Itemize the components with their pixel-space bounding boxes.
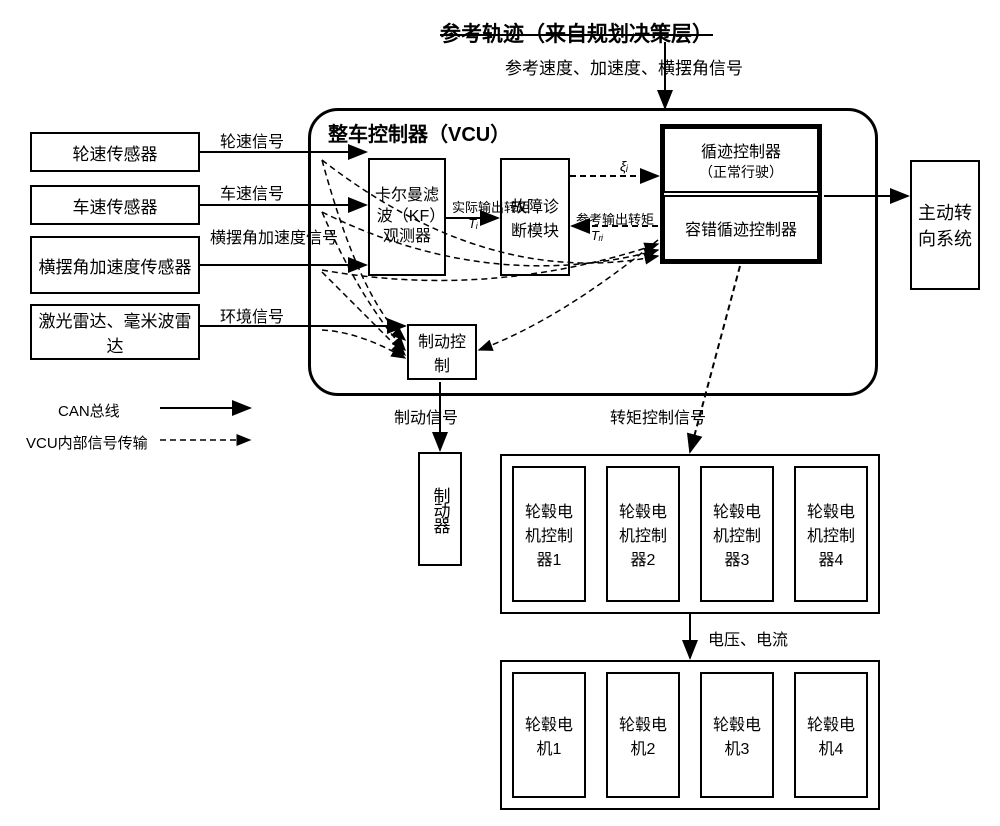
track-controller-sub: （正常行驶） xyxy=(699,162,783,182)
header-strike: 参考轨迹（来自规划决策层） xyxy=(440,18,713,48)
signal-3: 横摆角加速度信号 xyxy=(210,224,320,248)
vcu-title: 整车控制器（VCU） xyxy=(328,118,510,147)
torque-signal-label: 转矩控制信号 xyxy=(610,404,706,428)
motor-2: 轮毂电机2 xyxy=(606,672,680,798)
motor-ctrl-2: 轮毂电机控制器2 xyxy=(606,466,680,602)
sensor-radar: 激光雷达、毫米波雷达 xyxy=(30,304,200,360)
signal-4: 环境信号 xyxy=(220,303,284,327)
ref-torque-label: 参考输出转矩 Tᵣᵢ xyxy=(576,212,618,243)
legend-can: CAN总线 xyxy=(58,400,120,421)
motor-3: 轮毂电机3 xyxy=(700,672,774,798)
motor-1: 轮毂电机1 xyxy=(512,672,586,798)
brake-control: 制动控制 xyxy=(407,324,477,380)
motor-ctrl-1: 轮毂电机控制器1 xyxy=(512,466,586,602)
fault-tolerant-controller: 容错循迹控制器 xyxy=(663,195,819,261)
sensor-wheel-speed: 轮速传感器 xyxy=(30,132,200,172)
sensor-vehicle-speed: 车速传感器 xyxy=(30,185,200,225)
signal-2: 车速信号 xyxy=(220,180,284,204)
track-controller-text: 循迹控制器 xyxy=(701,138,781,162)
voltage-label: 电压、电流 xyxy=(708,626,788,650)
motor-4: 轮毂电机4 xyxy=(794,672,868,798)
kf-observer: 卡尔曼滤波（KF）观测器 xyxy=(368,158,446,276)
fault-diagnosis: 故障诊断模块 xyxy=(500,158,570,276)
signal-1: 轮速信号 xyxy=(220,128,284,152)
motor-ctrl-4: 轮毂电机控制器4 xyxy=(794,466,868,602)
header-subtitle: 参考速度、加速度、横摆角信号 xyxy=(505,54,743,79)
track-controller: 循迹控制器 （正常行驶） xyxy=(663,127,819,193)
brake-signal-label: 制动信号 xyxy=(394,404,458,428)
xi-label: ξᵢ xyxy=(620,158,628,174)
legend-internal: VCU内部信号传输 xyxy=(26,432,148,453)
steering-system: 主动转向系统 xyxy=(910,160,980,290)
actual-torque-label: 实际输出转矩 Tᵢ xyxy=(452,200,494,231)
motor-ctrl-3: 轮毂电机控制器3 xyxy=(700,466,774,602)
sensor-yaw: 横摆角加速度传感器 xyxy=(30,236,200,294)
brake-actuator: 制动器 xyxy=(418,452,462,566)
